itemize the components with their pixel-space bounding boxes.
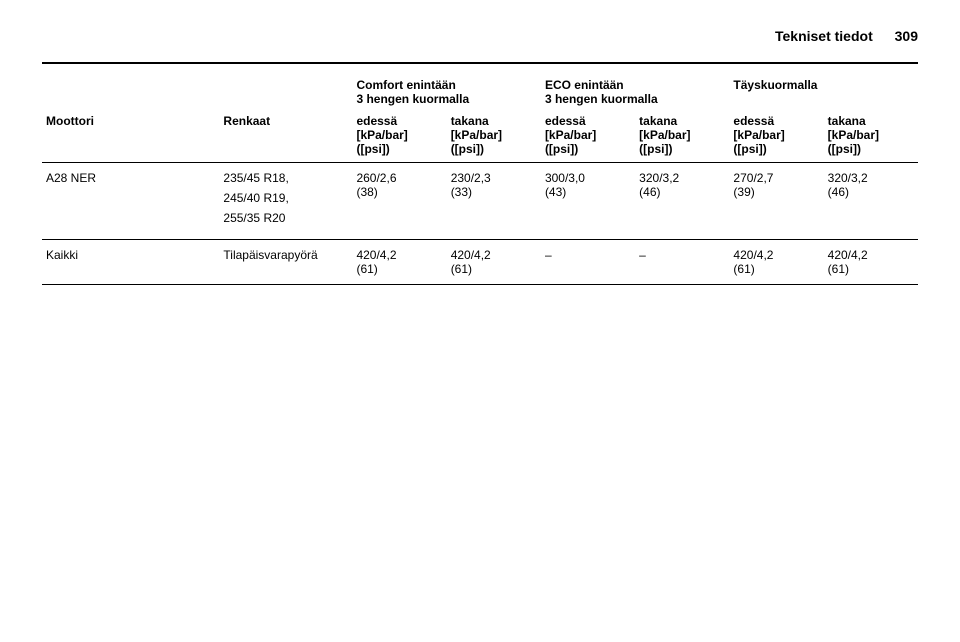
col-tyres: Renkaat [219, 110, 352, 128]
cell-comfort-rear: 420/4,2(61) [447, 240, 541, 285]
cell-comfort-rear: 230/2,3(33) [447, 163, 541, 240]
col-eco-rear: takana [635, 110, 729, 128]
tyre-size: Tilapäisvarapyörä [223, 248, 348, 262]
col-comfort-front: edessä [352, 110, 446, 128]
col-full-rear: takana [824, 110, 918, 128]
col-group-full: Täyskuormalla [729, 72, 918, 110]
cell-eco-rear: 320/3,2(46) [635, 163, 729, 240]
cell-full-front: 270/2,7(39) [729, 163, 823, 240]
cell-engine: Kaikki [42, 240, 219, 285]
cell-comfort-front: 260/2,6(38) [352, 163, 446, 240]
group-header-row: Comfort enintään3 hengen kuormalla ECO e… [42, 72, 918, 110]
cell-eco-front: 300/3,0(43) [541, 163, 635, 240]
tyre-size: 245/40 R19, [223, 191, 348, 205]
tyre-size: 235/45 R18, [223, 171, 348, 185]
cell-tyres: 235/45 R18, 245/40 R19, 255/35 R20 [219, 163, 352, 240]
page-number: 309 [895, 28, 918, 44]
cell-eco-rear: – [635, 240, 729, 285]
unit-header-row: [kPa/bar]([psi]) [kPa/bar]([psi]) [kPa/b… [42, 128, 918, 163]
unit-cell: [kPa/bar]([psi]) [635, 128, 729, 163]
col-eco-front: edessä [541, 110, 635, 128]
col-engine: Moottori [42, 110, 219, 128]
tyre-size: 255/35 R20 [223, 211, 348, 225]
unit-cell: [kPa/bar]([psi]) [352, 128, 446, 163]
cell-comfort-front: 420/4,2(61) [352, 240, 446, 285]
cell-engine: A28 NER [42, 163, 219, 240]
unit-cell: [kPa/bar]([psi]) [729, 128, 823, 163]
cell-full-rear: 420/4,2(61) [824, 240, 918, 285]
cell-eco-front: – [541, 240, 635, 285]
table-row: Kaikki Tilapäisvarapyörä 420/4,2(61) 420… [42, 240, 918, 285]
col-comfort-rear: takana [447, 110, 541, 128]
page-header: Tekniset tiedot 309 [42, 28, 918, 44]
page-container: Tekniset tiedot 309 Comfort enintään3 he… [0, 0, 960, 313]
tyre-pressure-table: Comfort enintään3 hengen kuormalla ECO e… [42, 72, 918, 285]
unit-cell: [kPa/bar]([psi]) [447, 128, 541, 163]
col-full-front: edessä [729, 110, 823, 128]
section-title: Tekniset tiedot [775, 28, 873, 44]
cell-tyres: Tilapäisvarapyörä [219, 240, 352, 285]
header-rule [42, 62, 918, 64]
sub-header-row: Moottori Renkaat edessä takana edessä ta… [42, 110, 918, 128]
unit-cell: [kPa/bar]([psi]) [541, 128, 635, 163]
col-group-comfort: Comfort enintään3 hengen kuormalla [352, 72, 540, 110]
cell-full-rear: 320/3,2(46) [824, 163, 918, 240]
cell-full-front: 420/4,2(61) [729, 240, 823, 285]
unit-cell: [kPa/bar]([psi]) [824, 128, 918, 163]
table-row: A28 NER 235/45 R18, 245/40 R19, 255/35 R… [42, 163, 918, 240]
col-group-eco: ECO enintään3 hengen kuormalla [541, 72, 729, 110]
